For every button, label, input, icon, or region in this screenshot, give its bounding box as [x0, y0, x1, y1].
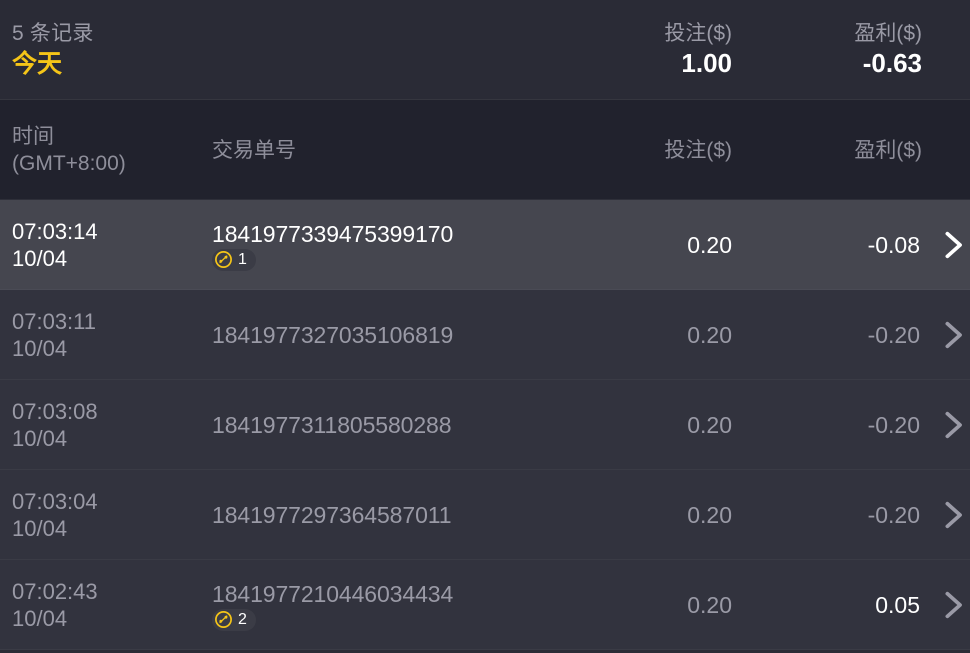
row-time: 07:03:11 — [12, 309, 97, 334]
row-timestamp: 07:02:43 10/04 — [0, 578, 212, 632]
row-expand-button[interactable] — [930, 408, 970, 442]
row-badge-count: 1 — [238, 251, 247, 268]
column-header-time: 时间 (GMT+8:00) — [0, 123, 212, 177]
row-expand-button[interactable] — [930, 588, 970, 622]
table-row[interactable]: 07:03:11 10/04 1841977327035106819 0.20 … — [0, 290, 970, 380]
record-count-label: 5 条记录 — [12, 22, 94, 45]
row-date: 10/04 — [12, 336, 68, 361]
summary-profit-value: -0.63 — [862, 48, 922, 78]
row-time: 07:03:04 — [12, 489, 98, 514]
table-row[interactable]: 07:03:14 10/04 1841977339475399170 1 0.2… — [0, 200, 970, 290]
chevron-right-icon — [945, 411, 962, 439]
row-stake: 0.20 — [687, 592, 732, 618]
table-column-header: 时间 (GMT+8:00) 交易单号 投注($) 盈利($) — [0, 100, 970, 200]
row-date: 10/04 — [12, 516, 68, 541]
summary-period-group: 5 条记录 今天 — [0, 21, 560, 79]
row-date: 10/04 — [12, 246, 68, 271]
row-timestamp: 07:03:11 10/04 — [0, 308, 212, 362]
chevron-right-icon — [945, 501, 962, 529]
row-timestamp: 07:03:14 10/04 — [0, 218, 212, 272]
row-timestamp: 07:03:08 10/04 — [0, 398, 212, 452]
column-header-profit: 盈利($) — [854, 138, 922, 162]
column-header-stake: 投注($) — [664, 138, 732, 162]
row-badge-count: 2 — [238, 611, 247, 628]
column-header-order-id: 交易单号 — [212, 138, 296, 162]
row-profit: 0.05 — [875, 592, 920, 618]
summary-band: 5 条记录 今天 投注($) 1.00 盈利($) -0.63 — [0, 0, 970, 100]
table-row[interactable]: 07:03:08 10/04 1841977311805580288 0.20 … — [0, 380, 970, 470]
row-order-cell: 1841977210446034434 2 — [212, 580, 560, 631]
row-order-id: 1841977339475399170 — [212, 220, 454, 247]
coin-icon — [214, 250, 233, 269]
row-multiplier-badge[interactable]: 2 — [212, 608, 256, 631]
table-body: 07:03:14 10/04 1841977339475399170 1 0.2… — [0, 200, 970, 653]
row-stake: 0.20 — [687, 412, 732, 438]
summary-stake-label: 投注($) — [664, 22, 732, 45]
table-row[interactable]: 07:02:43 10/04 1841977210446034434 2 0.2… — [0, 560, 970, 650]
period-filter-label[interactable]: 今天 — [12, 50, 63, 78]
row-timestamp: 07:03:04 10/04 — [0, 488, 212, 542]
row-expand-button[interactable] — [930, 228, 970, 262]
row-order-id: 1841977210446034434 — [212, 580, 454, 607]
summary-stake-value: 1.00 — [681, 48, 732, 78]
row-date: 10/04 — [12, 606, 68, 631]
row-order-cell: 1841977311805580288 — [212, 411, 560, 439]
chevron-right-icon — [945, 231, 962, 259]
summary-profit-label: 盈利($) — [854, 22, 922, 45]
row-time: 07:03:08 — [12, 399, 98, 424]
table-row[interactable]: 07:03:04 10/04 1841977297364587011 0.20 … — [0, 470, 970, 560]
row-expand-button[interactable] — [930, 498, 970, 532]
summary-total-stake: 投注($) 1.00 — [560, 21, 750, 79]
row-order-cell: 1841977327035106819 — [212, 321, 560, 349]
column-header-time-line1: 时间 — [12, 125, 54, 148]
row-profit: -0.08 — [867, 232, 920, 258]
row-multiplier-badge[interactable]: 1 — [212, 248, 256, 271]
summary-total-profit: 盈利($) -0.63 — [750, 21, 970, 79]
row-time: 07:03:14 — [12, 219, 98, 244]
row-profit: -0.20 — [867, 322, 920, 348]
coin-icon — [214, 610, 233, 629]
row-profit: -0.20 — [867, 502, 920, 528]
row-stake: 0.20 — [687, 322, 732, 348]
row-stake: 0.20 — [687, 232, 732, 258]
row-stake: 0.20 — [687, 502, 732, 528]
row-order-id: 1841977297364587011 — [212, 502, 452, 528]
column-header-time-line2: (GMT+8:00) — [12, 152, 126, 175]
chevron-right-icon — [945, 321, 962, 349]
row-time: 07:02:43 — [12, 579, 98, 604]
chevron-right-icon — [945, 591, 962, 619]
row-date: 10/04 — [12, 426, 68, 451]
row-profit: -0.20 — [867, 412, 920, 438]
row-expand-button[interactable] — [930, 318, 970, 352]
row-order-id: 1841977311805580288 — [212, 412, 452, 438]
row-order-cell: 1841977297364587011 — [212, 501, 560, 529]
row-order-id: 1841977327035106819 — [212, 322, 454, 348]
row-order-cell: 1841977339475399170 1 — [212, 220, 560, 271]
